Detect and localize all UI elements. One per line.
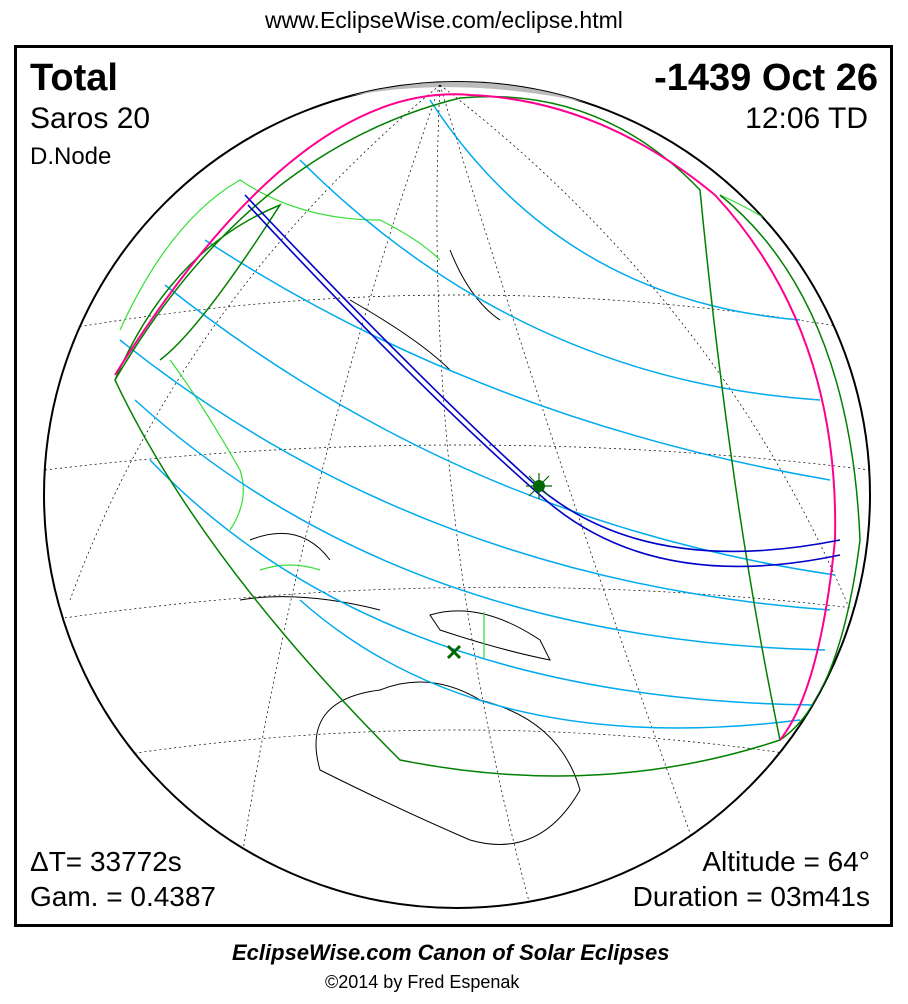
- graticule: [44, 84, 870, 906]
- gamma: Gam. = 0.4387: [30, 881, 217, 912]
- eclipse-date: -1439 Oct 26: [654, 57, 878, 99]
- coastlines: [239, 249, 581, 845]
- greatest-eclipse-marker: [526, 473, 552, 499]
- greatest-duration-marker: [446, 644, 462, 660]
- eclipse-time: 12:06 TD: [745, 102, 868, 135]
- altitude: Altitude = 64°: [702, 846, 870, 877]
- copyright: ©2014 by Fred Espenak: [325, 972, 520, 992]
- penumbra-lines: [119, 99, 836, 729]
- saros: Saros 20: [30, 102, 151, 135]
- duration: Duration = 03m41s: [632, 881, 870, 912]
- map-frame: [14, 45, 893, 927]
- central-path: [244, 194, 841, 568]
- limit-lines: [114, 95, 861, 777]
- footer-title: EclipseWise.com Canon of Solar Eclipses: [232, 940, 670, 965]
- eclipse-type: Total: [30, 57, 118, 99]
- rise-set-curve: [114, 93, 837, 741]
- delta-t: ΔT= 33772s: [30, 846, 182, 877]
- node: D.Node: [30, 143, 112, 170]
- url-header: www.EclipseWise.com/eclipse.html: [265, 7, 623, 33]
- globe: [43, 81, 871, 909]
